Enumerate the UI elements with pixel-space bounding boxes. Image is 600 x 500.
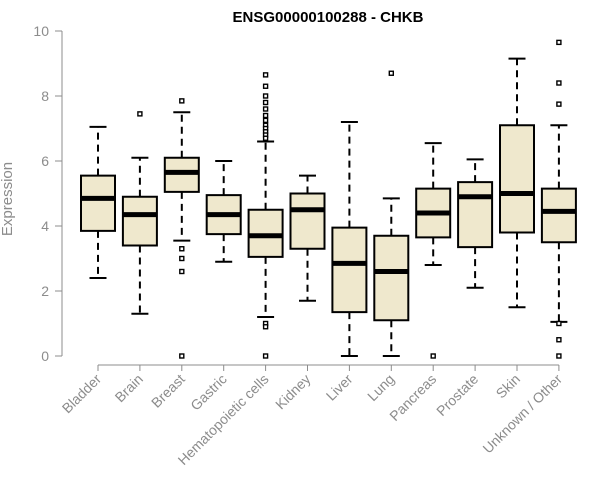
outlier-point <box>179 246 185 252</box>
outlier-point <box>262 324 269 330</box>
x-tick-label: Breast <box>148 371 188 411</box>
x-tick-label: Unknown / Other <box>479 371 565 457</box>
outlier-point <box>430 353 436 359</box>
box-iqr <box>289 192 326 250</box>
outlier-point <box>556 80 562 86</box>
box-breast <box>163 98 200 359</box>
outlier-point <box>262 135 269 141</box>
box-iqr <box>121 195 158 247</box>
box-series <box>80 39 577 359</box>
x-tick-label: Brain <box>112 371 146 405</box>
box-gastric <box>205 160 242 263</box>
box-iqr <box>80 174 116 232</box>
x-tick-label: Prostate <box>433 371 481 419</box>
chart-title: ENSG00000100288 - CHKB <box>233 9 424 26</box>
x-tick-label: Lung <box>364 371 397 404</box>
outlier-point <box>262 99 269 106</box>
outlier-point <box>179 268 185 275</box>
outlier-point <box>179 98 185 104</box>
outlier-point <box>556 320 562 327</box>
x-tick-label: Bladder <box>59 371 105 417</box>
x-tick-label: Skin <box>493 371 524 402</box>
outlier-point <box>556 353 562 359</box>
box-bladder <box>80 125 116 279</box>
outlier-point <box>388 70 394 76</box>
box-unknown-other <box>540 39 577 359</box>
outlier-point <box>262 83 269 89</box>
y-tick-label: 8 <box>41 88 49 104</box>
outlier-point <box>262 106 269 112</box>
y-axis-label: Expression <box>0 162 16 236</box>
y-axis: 0 2 4 6 8 10 <box>33 23 63 364</box>
y-tick-label: 6 <box>41 153 49 169</box>
outlier-point <box>556 337 562 343</box>
x-tick-label: Liver <box>323 371 356 404</box>
outlier-point <box>556 101 562 107</box>
y-tick-label: 4 <box>41 218 49 234</box>
box-iqr <box>373 234 410 322</box>
box-skin <box>499 57 535 309</box>
box-hematopoietic-cells <box>247 72 284 359</box>
y-tick-label: 0 <box>41 348 49 364</box>
outlier-point <box>262 93 269 99</box>
outlier-point <box>179 255 185 262</box>
y-tick-label: 10 <box>33 23 49 39</box>
outlier-point <box>556 39 562 46</box>
box-iqr <box>540 187 577 244</box>
outlier-point <box>179 353 185 359</box>
box-iqr <box>499 124 535 234</box>
box-kidney <box>289 174 326 302</box>
outlier-point <box>137 111 143 117</box>
outlier-point <box>262 72 269 78</box>
outlier-point <box>262 112 269 119</box>
box-brain <box>121 111 158 315</box>
outlier-point <box>262 353 269 359</box>
y-tick-label: 2 <box>41 283 49 299</box>
box-iqr <box>331 226 368 314</box>
box-lung <box>373 70 410 357</box>
x-tick-label: Kidney <box>272 371 314 413</box>
x-tick-label: Pancreas <box>386 371 439 424</box>
box-pancreas <box>415 142 452 359</box>
box-iqr <box>457 181 494 249</box>
box-liver <box>331 121 368 357</box>
box-prostate <box>457 158 494 289</box>
outlier-point <box>262 117 269 124</box>
